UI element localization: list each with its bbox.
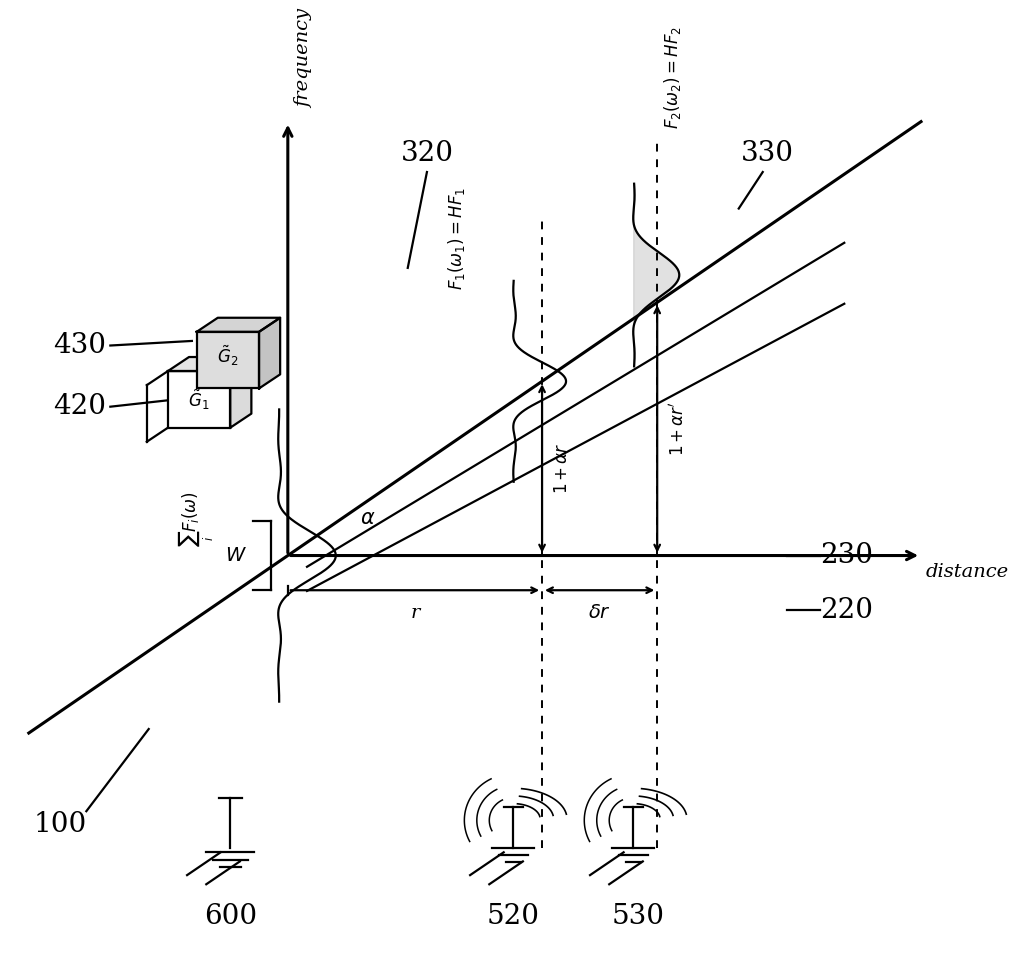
Text: 220: 220	[820, 597, 873, 623]
Text: $1 + \alpha r$: $1 + \alpha r$	[553, 443, 570, 494]
Text: 600: 600	[204, 903, 257, 929]
Text: 230: 230	[820, 542, 873, 569]
Polygon shape	[259, 318, 280, 388]
Text: 100: 100	[33, 812, 87, 838]
Text: $\delta r$: $\delta r$	[588, 604, 611, 621]
Text: $F_1(\omega_1) = HF_1$: $F_1(\omega_1) = HF_1$	[447, 186, 467, 290]
Text: 530: 530	[611, 903, 665, 929]
Text: 330: 330	[741, 140, 794, 167]
Text: $W$: $W$	[224, 547, 247, 564]
Polygon shape	[230, 357, 252, 427]
Text: 320: 320	[401, 140, 454, 167]
Text: distance: distance	[926, 563, 1009, 581]
Bar	[167, 371, 230, 427]
Text: 430: 430	[53, 332, 106, 359]
Text: $\sum_i F_i(\omega)$: $\sum_i F_i(\omega)$	[176, 491, 216, 547]
Text: $\tilde{G}_1$: $\tilde{G}_1$	[189, 387, 210, 412]
Text: r: r	[410, 604, 419, 621]
Text: $1 + \alpha r'$: $1 + \alpha r'$	[669, 402, 688, 456]
Text: 520: 520	[487, 903, 540, 929]
Polygon shape	[197, 318, 280, 332]
Bar	[197, 332, 259, 388]
Text: $\tilde{G}_2$: $\tilde{G}_2$	[217, 344, 239, 368]
Text: $F_2(\omega_2) = HF_2$: $F_2(\omega_2) = HF_2$	[662, 26, 683, 129]
Polygon shape	[167, 357, 252, 371]
Text: $\alpha$: $\alpha$	[359, 509, 376, 528]
Text: frequency: frequency	[295, 9, 314, 108]
Text: 420: 420	[53, 393, 106, 420]
